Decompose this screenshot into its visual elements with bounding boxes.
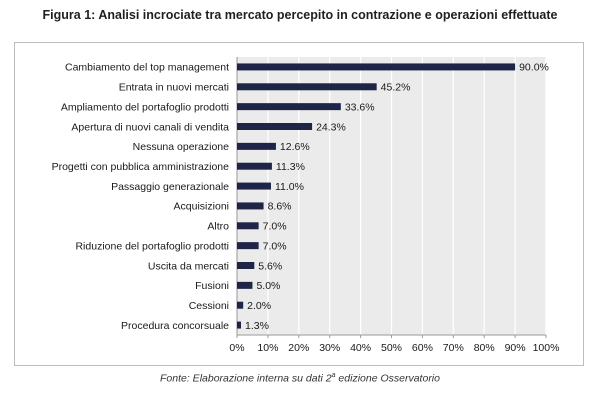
bar: [237, 321, 242, 329]
bar: [237, 142, 276, 150]
bar: [237, 103, 341, 111]
x-tick-label: 20%: [288, 342, 309, 354]
value-label: 12.6%: [280, 141, 310, 153]
value-label: 2.0%: [247, 300, 271, 312]
category-label: Entrata in nuovi mercati: [119, 82, 229, 94]
value-label: 33.6%: [345, 101, 375, 113]
x-tick-label: 0%: [229, 342, 244, 354]
source-suffix: edizione Osservatorio: [335, 372, 440, 385]
x-tick-label: 10%: [257, 342, 278, 354]
bars: [237, 63, 516, 329]
value-label: 7.0%: [263, 240, 287, 252]
bar: [237, 281, 253, 289]
bar: [237, 63, 516, 71]
bar: [237, 162, 272, 170]
bar: [237, 182, 271, 190]
category-label: Cambiamento del top management: [65, 62, 229, 74]
category-label: Apertura di nuovi canali di vendita: [71, 121, 229, 133]
bar: [237, 123, 313, 130]
source-superscript: a: [331, 372, 336, 379]
category-label: Riduzione del portafoglio prodotti: [75, 240, 229, 252]
bar: [237, 301, 244, 309]
category-label: Progetti con pubblica amministrazione: [52, 161, 230, 173]
bar: [237, 83, 377, 91]
x-tick-label: 30%: [319, 342, 340, 354]
category-label: Passaggio generazionale: [111, 181, 229, 193]
value-label: 11.3%: [276, 161, 305, 173]
value-label: 45.2%: [381, 82, 411, 94]
x-tick-label: 80%: [474, 342, 495, 354]
x-axis-ticks: 0% 10% 20% 30% 40% 50% 60% 70% 80% 90% 100%: [229, 334, 560, 354]
x-tick-label: 70%: [443, 342, 464, 354]
category-label: Altro: [207, 221, 229, 233]
bar: [237, 202, 264, 210]
bar: [237, 222, 259, 230]
value-label: 5.6%: [258, 260, 282, 272]
value-label: 11.0%: [275, 181, 304, 193]
x-tick-label: 60%: [412, 342, 433, 354]
bar: [237, 242, 259, 250]
category-labels: Cambiamento del top management Entrata in…: [52, 62, 230, 332]
category-label: Cessioni: [189, 300, 229, 312]
bar: [237, 262, 255, 269]
x-tick-label: 50%: [381, 342, 402, 354]
x-tick-label: 100%: [533, 342, 560, 354]
figure-title: Figura 1: Analisi incrociate tra mercato…: [42, 8, 558, 22]
category-label: Fusioni: [195, 280, 229, 292]
x-tick-label: 90%: [505, 342, 526, 354]
category-label: Acquisizioni: [174, 201, 229, 213]
category-label: Nessuna operazione: [133, 141, 229, 153]
category-label: Ampliamento del portafoglio prodotti: [61, 101, 229, 113]
category-label: Uscita da mercati: [148, 260, 229, 272]
value-label: 5.0%: [256, 280, 280, 292]
source-prefix: Fonte: Elaborazione interna su dati 2: [160, 372, 332, 385]
category-label: Procedura concorsuale: [121, 320, 229, 332]
figure-source: Fonte: Elaborazione interna su dati 2a e…: [0, 372, 600, 385]
chart-frame: Cambiamento del top management Entrata in…: [14, 42, 584, 366]
value-label: 8.6%: [268, 201, 292, 213]
value-label: 90.0%: [519, 62, 549, 74]
value-labels: 90.0% 45.2% 33.6% 24.3% 12.6% 11.3% 11.0% 8.6% 7…: [245, 62, 549, 332]
value-label: 1.3%: [245, 320, 269, 332]
x-tick-label: 40%: [350, 342, 371, 354]
value-label: 24.3%: [316, 121, 346, 133]
value-label: 7.0%: [263, 221, 287, 233]
bar-chart: Cambiamento del top management Entrata in…: [52, 57, 560, 354]
